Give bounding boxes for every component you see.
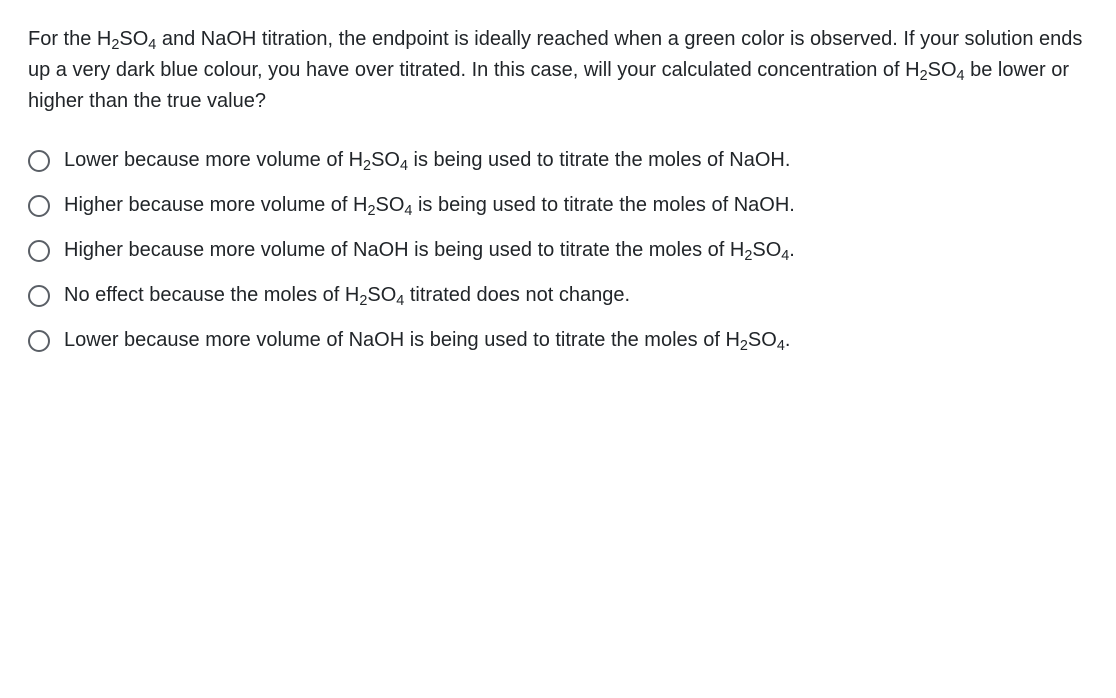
- radio-icon: [28, 150, 50, 172]
- radio-icon: [28, 330, 50, 352]
- option-2[interactable]: Higher because more volume of H2SO4 is b…: [28, 190, 1088, 221]
- option-3[interactable]: Higher because more volume of NaOH is be…: [28, 235, 1088, 266]
- option-5[interactable]: Lower because more volume of NaOH is bei…: [28, 325, 1088, 356]
- option-2-text: Higher because more volume of H2SO4 is b…: [64, 190, 1088, 221]
- option-5-text: Lower because more volume of NaOH is bei…: [64, 325, 1088, 356]
- option-3-text: Higher because more volume of NaOH is be…: [64, 235, 1088, 266]
- option-1-text: Lower because more volume of H2SO4 is be…: [64, 145, 1088, 176]
- radio-icon: [28, 285, 50, 307]
- options-list: Lower because more volume of H2SO4 is be…: [28, 145, 1088, 356]
- radio-icon: [28, 195, 50, 217]
- question-text: For the H2SO4 and NaOH titration, the en…: [28, 24, 1088, 117]
- option-1[interactable]: Lower because more volume of H2SO4 is be…: [28, 145, 1088, 176]
- option-4-text: No effect because the moles of H2SO4 tit…: [64, 280, 1088, 311]
- radio-icon: [28, 240, 50, 262]
- option-4[interactable]: No effect because the moles of H2SO4 tit…: [28, 280, 1088, 311]
